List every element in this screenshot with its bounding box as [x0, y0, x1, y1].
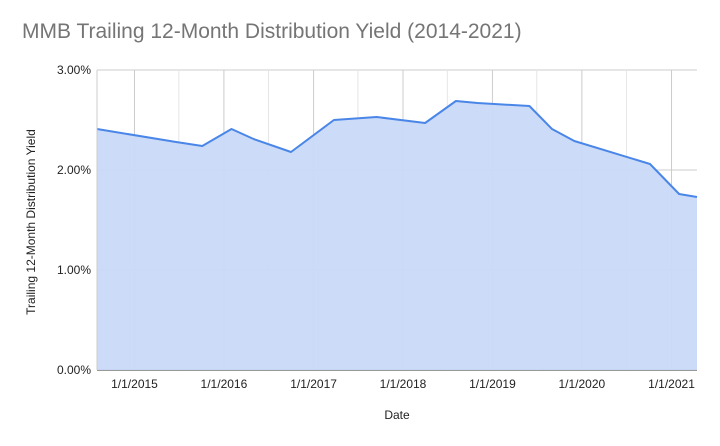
x-tick-label: 1/1/2021 [648, 377, 695, 391]
y-axis-title: Trailing 12-Month Distribution Yield [24, 129, 38, 315]
x-axis-title: Date [384, 408, 410, 422]
x-tick-label: 1/1/2015 [111, 377, 158, 391]
x-tick-label: 1/1/2019 [469, 377, 516, 391]
chart-title: MMB Trailing 12-Month Distribution Yield… [22, 20, 522, 43]
y-tick-label: 2.00% [57, 163, 91, 177]
y-tick-label: 0.00% [57, 363, 91, 377]
x-tick-label: 1/1/2018 [380, 377, 427, 391]
y-tick-label: 1.00% [57, 263, 91, 277]
x-tick-label: 1/1/2017 [290, 377, 337, 391]
axes: 0.00% 1.00% 2.00% 3.00% 1/1/2015 1/1/2016 1/1/… [57, 63, 695, 391]
series-line [96, 100, 698, 198]
x-tick-label: 1/1/2016 [201, 377, 248, 391]
area-series [96, 100, 698, 370]
x-tick-label: 1/1/2020 [558, 377, 605, 391]
y-tick-label: 3.00% [57, 63, 91, 77]
series-area-fill [97, 101, 697, 370]
